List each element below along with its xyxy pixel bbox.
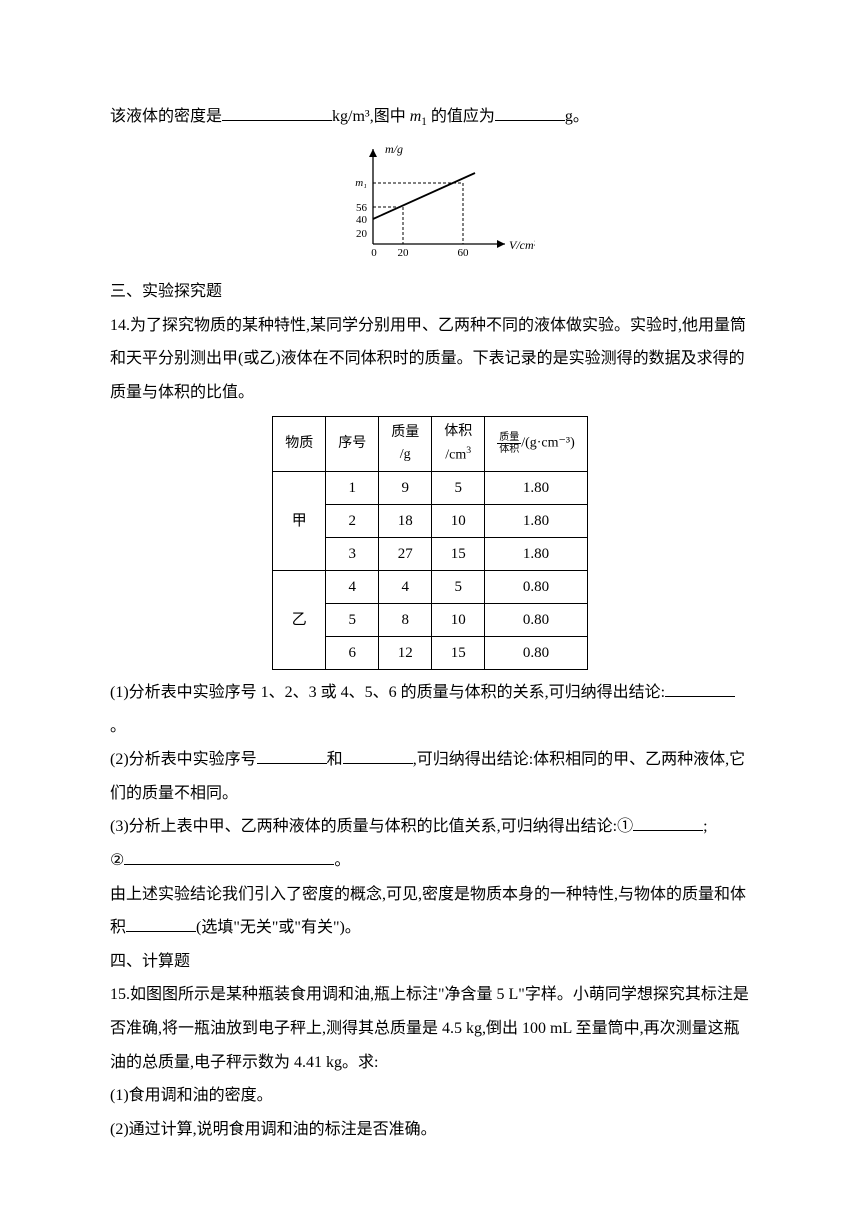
svg-text:V/cm³: V/cm³ bbox=[509, 238, 535, 252]
var-m: m bbox=[410, 108, 422, 125]
blank bbox=[665, 680, 735, 697]
q14-p3-line2: ②。 bbox=[110, 844, 750, 878]
table-row: 乙 4 4 5 0.80 bbox=[273, 571, 588, 604]
table-row: 甲 1 9 5 1.80 bbox=[273, 472, 588, 505]
mass-volume-chart: 20 40 56 m₁ 0 20 60 m/g V/cm³ bbox=[110, 139, 750, 272]
svg-text:0: 0 bbox=[371, 247, 377, 259]
section-heading-4: 四、计算题 bbox=[110, 945, 750, 979]
blank bbox=[124, 848, 334, 865]
col-mass: 质量/g bbox=[379, 416, 432, 471]
group-name: 甲 bbox=[273, 472, 326, 571]
text: 该液体的密度是 bbox=[110, 108, 222, 125]
chart-svg: 20 40 56 m₁ 0 20 60 m/g V/cm³ bbox=[325, 139, 535, 259]
svg-text:40: 40 bbox=[356, 214, 368, 226]
svg-text:60: 60 bbox=[458, 247, 470, 259]
q15-p1: (1)食用调和油的密度。 bbox=[110, 1079, 750, 1113]
blank bbox=[126, 915, 196, 932]
svg-text:20: 20 bbox=[398, 247, 410, 259]
blank bbox=[495, 104, 565, 121]
col-volume: 体积/cm3 bbox=[432, 416, 485, 471]
text: 的值应为 bbox=[427, 108, 495, 125]
q14-intro: 14.为了探究物质的某种特性,某同学分别用甲、乙两种不同的液体做实验。实验时,他… bbox=[110, 309, 750, 410]
q15-p2: (2)通过计算,说明食用调和油的标注是否准确。 bbox=[110, 1113, 750, 1147]
section-heading-3: 三、实验探究题 bbox=[110, 275, 750, 309]
blank bbox=[222, 104, 332, 121]
svg-text:m/g: m/g bbox=[385, 142, 403, 156]
table-header-row: 物质 序号 质量/g 体积/cm3 质量体积/(g·cm⁻³) bbox=[273, 416, 588, 471]
q14-p1: (1)分析表中实验序号 1、2、3 或 4、5、6 的质量与体积的关系,可归纳得… bbox=[110, 676, 750, 743]
svg-text:20: 20 bbox=[356, 228, 368, 240]
col-substance: 物质 bbox=[273, 416, 326, 471]
svg-text:56: 56 bbox=[356, 202, 368, 214]
blank bbox=[257, 747, 327, 764]
group-name: 乙 bbox=[273, 571, 326, 670]
q14-p2: (2)分析表中实验序号和,可归纳得出结论:体积相同的甲、乙两种液体,它们的质量不… bbox=[110, 743, 750, 810]
text: kg/m³,图中 bbox=[332, 108, 410, 125]
data-table: 物质 序号 质量/g 体积/cm3 质量体积/(g·cm⁻³) 甲 1 9 5 … bbox=[272, 416, 588, 670]
q14-p3-line1: (3)分析上表中甲、乙两种液体的质量与体积的比值关系,可归纳得出结论:①; bbox=[110, 810, 750, 844]
blank bbox=[343, 747, 413, 764]
q15-intro: 15.如图图所示是某种瓶装食用调和油,瓶上标注"净含量 5 L"字样。小萌同学想… bbox=[110, 978, 750, 1079]
svg-text:m₁: m₁ bbox=[355, 177, 367, 189]
col-index: 序号 bbox=[326, 416, 379, 471]
text: g。 bbox=[565, 108, 589, 125]
page-root: 该液体的密度是kg/m³,图中 m1 的值应为g。 20 40 56 m₁ 0 … bbox=[0, 0, 860, 1216]
col-ratio: 质量体积/(g·cm⁻³) bbox=[485, 416, 588, 471]
q14-p4: 由上述实验结论我们引入了密度的概念,可见,密度是物质本身的一种特性,与物体的质量… bbox=[110, 878, 750, 945]
density-line: 该液体的密度是kg/m³,图中 m1 的值应为g。 bbox=[110, 100, 750, 135]
blank bbox=[633, 814, 703, 831]
